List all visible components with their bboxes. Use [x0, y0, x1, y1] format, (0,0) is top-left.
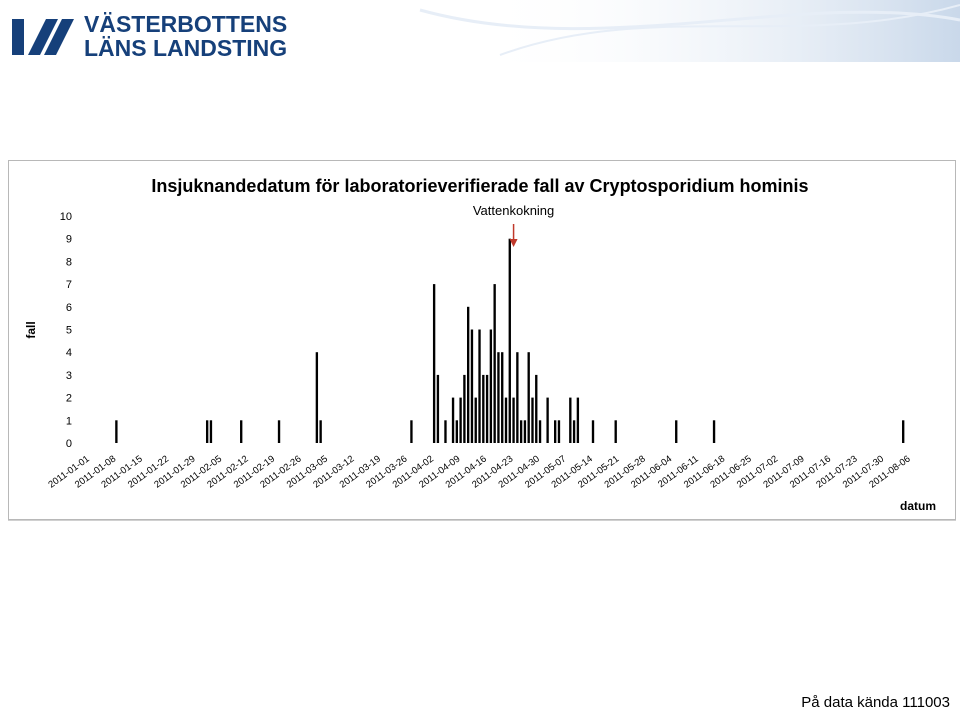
y-tick-label: 2 [66, 393, 72, 405]
bar [474, 397, 477, 443]
bar [489, 329, 493, 443]
header-swoosh [419, 8, 960, 31]
data-note: På data kända 111003 [801, 694, 950, 711]
divider [8, 520, 956, 521]
x-axis: 2011-01-012011-01-082011-01-152011-01-22… [46, 454, 912, 491]
y-axis: 0 1 2 3 4 5 6 7 8 9 10 [60, 211, 72, 450]
bar [512, 397, 515, 443]
bar [557, 420, 561, 443]
annotation-label: Vattenkokning [473, 203, 554, 218]
y-tick-label: 7 [66, 279, 72, 291]
bar [712, 420, 716, 443]
bar [504, 397, 508, 443]
bar [516, 352, 519, 443]
bar [572, 420, 576, 443]
bar [569, 397, 572, 443]
bar [451, 397, 455, 443]
brand-name-line1: VÄSTERBOTTENS [84, 11, 287, 37]
chart-frame [8, 160, 956, 520]
bar [493, 284, 496, 443]
bar [467, 306, 470, 443]
x-axis-label: datum [900, 499, 936, 513]
bar [546, 397, 549, 443]
y-tick-label: 3 [66, 370, 72, 382]
bar [523, 420, 527, 443]
bars [115, 238, 905, 443]
bar [531, 397, 534, 443]
annotation: Vattenkokning [473, 203, 554, 247]
bar [554, 420, 557, 443]
bar [675, 420, 678, 443]
y-tick-label: 9 [66, 234, 72, 246]
bar [508, 238, 511, 443]
bar [410, 420, 413, 443]
bar [444, 420, 447, 443]
bar [459, 397, 462, 443]
bar [319, 420, 322, 443]
bar [240, 420, 243, 443]
y-tick-label: 5 [66, 325, 72, 337]
chart-title: Insjuknandedatum för laboratorieverifier… [151, 176, 808, 196]
bar [535, 374, 538, 443]
bar [485, 374, 489, 443]
bar [315, 352, 319, 443]
y-tick-label: 1 [66, 415, 72, 427]
bar [209, 420, 213, 443]
y-axis-label: fall [24, 321, 38, 338]
bar [538, 420, 542, 443]
bar [497, 352, 500, 443]
y-tick-label: 8 [66, 256, 72, 268]
bar [463, 374, 466, 443]
bar [527, 352, 530, 443]
bar [436, 374, 440, 443]
y-tick-label: 0 [66, 438, 72, 450]
y-tick-label: 10 [60, 211, 72, 223]
bar [482, 374, 485, 443]
bar [519, 420, 523, 443]
header-swoosh [499, 4, 960, 56]
bar [470, 329, 474, 443]
annotation-arrow-head [509, 239, 518, 247]
bar [902, 420, 905, 443]
bar [432, 284, 436, 443]
brand-name-line2: LÄNS LANDSTING [84, 35, 287, 61]
header-graphic: VÄSTERBOTTENS LÄNS LANDSTING [12, 0, 960, 62]
bar [478, 329, 481, 443]
bar [115, 420, 118, 443]
bar [614, 420, 617, 443]
bar [455, 420, 458, 443]
bar [205, 420, 209, 443]
y-tick-label: 6 [66, 302, 72, 314]
bar [591, 420, 595, 443]
bar [277, 420, 281, 443]
header-banner: VÄSTERBOTTENS LÄNS LANDSTING [0, 0, 960, 62]
y-tick-label: 4 [66, 347, 72, 359]
county-logo-icon [12, 19, 74, 55]
bar [501, 352, 504, 443]
bar [576, 397, 580, 443]
